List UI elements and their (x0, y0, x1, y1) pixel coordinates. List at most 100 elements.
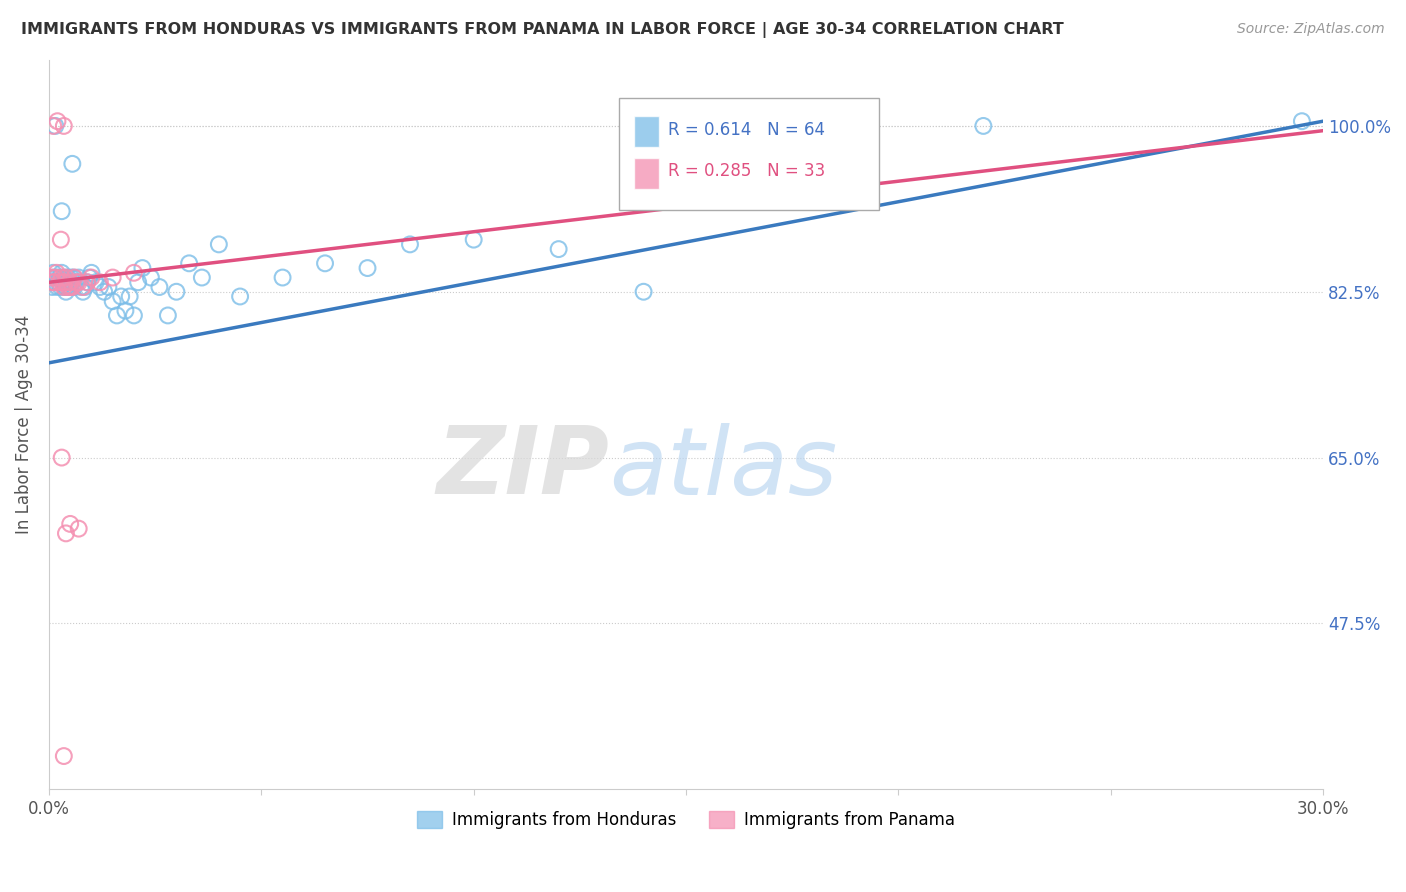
Point (63, 280, 86, 294)
Point (52, 119, 75, 133)
Point (55, 285, 77, 299)
Point (84, 275, 107, 289)
Point (42, 266, 65, 280)
Point (55, 526, 77, 541)
Point (58, 275, 80, 289)
Point (53, 275, 76, 289)
Point (48, 275, 70, 289)
Point (356, 261, 378, 276)
Point (463, 233, 485, 247)
Point (122, 309, 145, 323)
Point (65, 275, 87, 289)
Point (51, 270, 73, 285)
Point (41, 280, 63, 294)
Point (53, 280, 76, 294)
Point (191, 270, 214, 285)
Point (52, 280, 75, 294)
Point (48, 270, 70, 285)
Point (42, 270, 65, 285)
Point (56, 270, 79, 285)
Point (101, 270, 124, 285)
Point (63, 270, 86, 285)
Point (59, 275, 82, 289)
Point (72, 285, 94, 299)
Point (56, 280, 79, 294)
Point (80, 270, 103, 285)
Point (76, 275, 98, 289)
Point (314, 256, 336, 270)
Point (62, 270, 84, 285)
Point (79, 270, 101, 285)
Point (39, 270, 62, 285)
Point (208, 237, 231, 252)
Point (51, 204, 73, 219)
Point (49, 280, 72, 294)
Point (69, 280, 91, 294)
Point (131, 261, 153, 276)
Point (45, 266, 67, 280)
Point (60, 275, 83, 289)
Text: R = 0.285   N = 33: R = 0.285 N = 33 (668, 162, 825, 180)
Point (972, 119, 994, 133)
Legend: Immigrants from Honduras, Immigrants from Panama: Immigrants from Honduras, Immigrants fro… (411, 804, 962, 836)
Point (39, 275, 62, 289)
Point (165, 285, 187, 299)
Point (56, 280, 79, 294)
Point (60, 280, 83, 294)
Point (60, 157, 83, 171)
Point (42, 119, 65, 133)
Point (271, 270, 294, 285)
Text: R = 0.614   N = 64: R = 0.614 N = 64 (668, 121, 825, 139)
Point (1291, 114, 1313, 128)
Y-axis label: In Labor Force | Age 30-34: In Labor Force | Age 30-34 (15, 315, 32, 534)
Point (52, 270, 75, 285)
Point (46, 114, 69, 128)
Point (59, 280, 82, 294)
Text: IMMIGRANTS FROM HONDURAS VS IMMIGRANTS FROM PANAMA IN LABOR FORCE | AGE 30-34 CO: IMMIGRANTS FROM HONDURAS VS IMMIGRANTS F… (21, 22, 1064, 38)
Point (114, 303, 136, 318)
Point (51, 275, 73, 289)
Point (46, 280, 69, 294)
Point (803, 161, 825, 176)
Point (44, 275, 66, 289)
Point (139, 270, 162, 285)
Point (67, 270, 90, 285)
Text: ZIP: ZIP (437, 422, 610, 514)
Point (229, 289, 252, 303)
Point (65, 275, 87, 289)
Text: Source: ZipAtlas.com: Source: ZipAtlas.com (1237, 22, 1385, 37)
Point (89, 280, 111, 294)
Point (42, 275, 65, 289)
Point (59, 516, 82, 531)
Point (60, 270, 83, 285)
Point (75, 280, 97, 294)
Point (399, 237, 422, 252)
Point (51, 450, 73, 465)
Point (122, 266, 145, 280)
Point (156, 309, 179, 323)
Point (55, 270, 77, 285)
Point (118, 289, 141, 303)
Point (44, 119, 66, 133)
Point (93, 285, 115, 299)
Point (72, 280, 94, 294)
Point (127, 275, 149, 289)
Point (105, 309, 128, 323)
Point (67, 275, 90, 289)
Point (110, 289, 132, 303)
Point (633, 285, 655, 299)
Point (67, 522, 90, 536)
Point (52, 749, 75, 764)
Point (547, 242, 569, 256)
Point (46, 275, 69, 289)
Point (148, 280, 170, 294)
Point (59, 280, 82, 294)
Point (97, 280, 120, 294)
Point (44, 270, 66, 285)
Point (41, 275, 63, 289)
Point (101, 294, 124, 309)
Point (89, 275, 111, 289)
Point (45, 270, 67, 285)
Point (179, 256, 201, 270)
Point (49, 233, 72, 247)
